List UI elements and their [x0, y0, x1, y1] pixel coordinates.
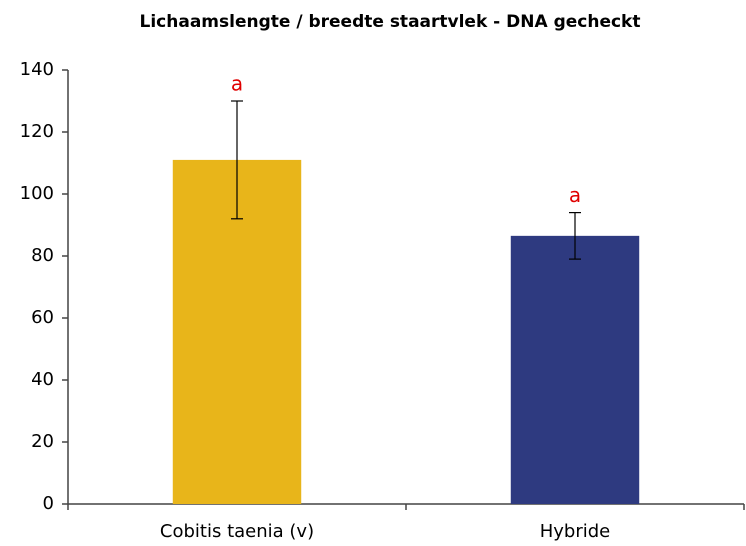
bar	[510, 235, 640, 504]
y-tick-label: 40	[31, 369, 54, 390]
y-tick-label: 60	[31, 307, 54, 328]
y-tick-label: 0	[43, 493, 54, 514]
y-tick-label: 100	[20, 183, 54, 204]
annotation: a	[231, 72, 243, 96]
annotation: a	[569, 183, 581, 207]
x-tick-label: Cobitis taenia (v)	[160, 521, 314, 542]
y-tick-label: 20	[31, 431, 54, 452]
y-tick-label: 80	[31, 245, 54, 266]
chart-title: Lichaamslengte / breedte staartvlek - DN…	[140, 12, 641, 32]
y-tick-label: 140	[20, 59, 54, 80]
x-tick-label: Hybride	[540, 521, 611, 542]
y-tick-label: 120	[20, 121, 54, 142]
